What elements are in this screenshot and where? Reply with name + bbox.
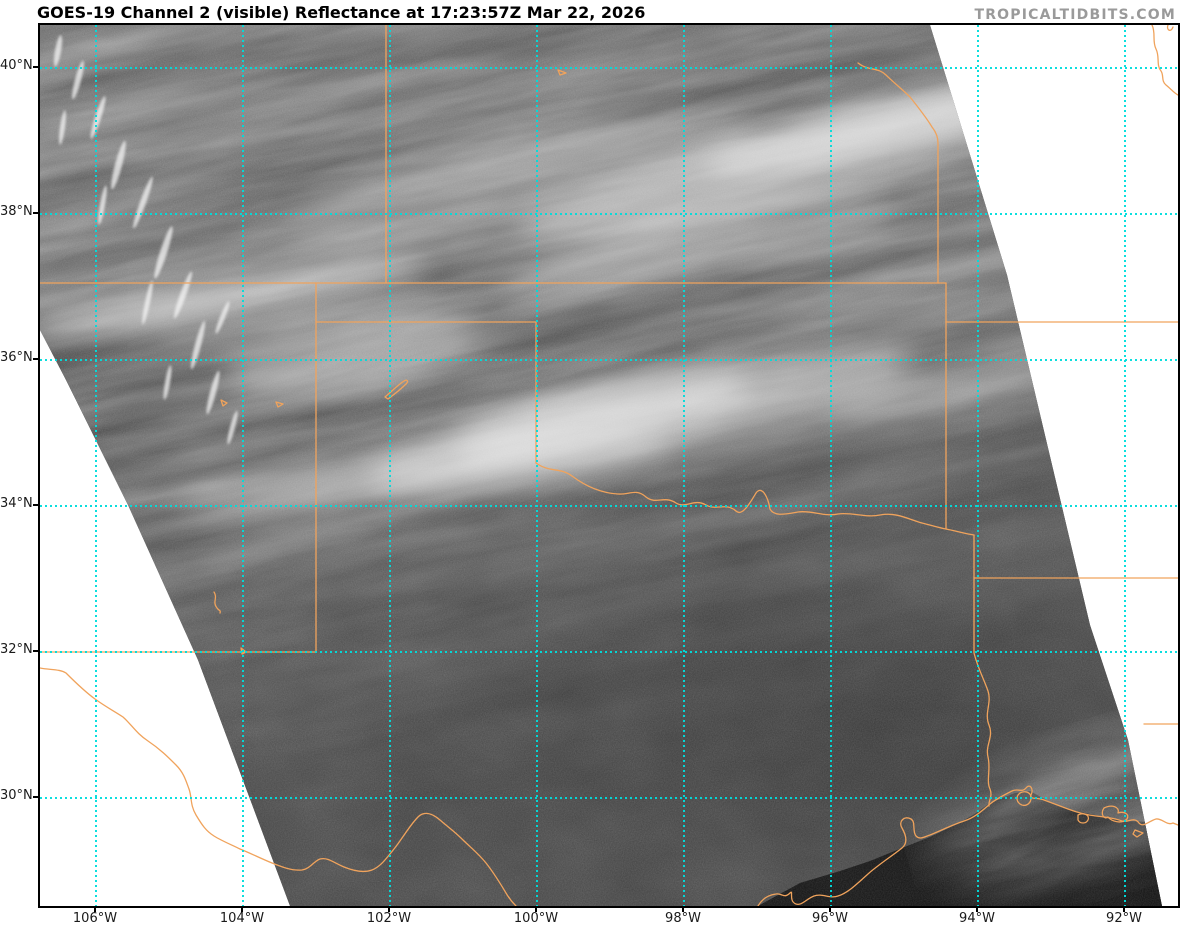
x-tick [94, 907, 96, 912]
x-tick [535, 907, 537, 912]
gridline-100w [536, 25, 538, 906]
y-tick [33, 358, 39, 360]
gridline-30n [40, 797, 1178, 799]
gridline-94w [977, 25, 979, 906]
y-tick [33, 650, 39, 652]
border-missouri-river [857, 62, 939, 284]
border-mississippi-river [1151, 25, 1178, 96]
x-tick [976, 907, 978, 912]
vermilion-bay [1101, 805, 1129, 823]
lake-ute [275, 401, 284, 408]
x-tick-label: 100°W [513, 911, 559, 926]
y-tick [33, 504, 39, 506]
lake-conchas [220, 399, 228, 407]
gridline-104w [242, 25, 244, 906]
x-tick [829, 907, 831, 912]
page-title: GOES-19 Channel 2 (visible) Reflectance … [37, 3, 646, 22]
x-tick-label: 96°W [812, 911, 848, 926]
y-tick [33, 796, 39, 798]
x-tick-label: 94°W [959, 911, 995, 926]
x-tick-label: 104°W [219, 911, 265, 926]
x-tick-label: 92°W [1106, 911, 1142, 926]
lake-salvador [1132, 829, 1144, 838]
gridline-92w [1124, 25, 1126, 906]
gridline-96w [830, 25, 832, 906]
pecos-river [213, 591, 221, 614]
x-tick [682, 907, 684, 912]
gridline-36n [40, 359, 1178, 361]
border-gulf-coast [757, 785, 1178, 906]
lake-meredith [384, 379, 409, 400]
gridline-106w [95, 25, 97, 906]
gridline-34n [40, 505, 1178, 507]
y-tick-label: 34°N [0, 496, 33, 511]
watermark: TROPICALTIDBITS.COM [974, 7, 1176, 23]
lake-grand [1077, 813, 1090, 824]
border-mississippi-river [1166, 25, 1174, 31]
border-rio-grande [40, 667, 517, 906]
y-tick-label: 38°N [0, 204, 33, 219]
y-tick-label: 30°N [0, 788, 33, 803]
lake-kansas [557, 69, 567, 76]
gridline-38n [40, 213, 1178, 215]
y-tick [33, 212, 39, 214]
gridline-32n [40, 651, 1178, 653]
x-tick-label: 106°W [72, 911, 118, 926]
gridline-98w [683, 25, 685, 906]
border-tx-la-sabine [973, 534, 992, 807]
x-tick [1123, 907, 1125, 912]
gridline-102w [389, 25, 391, 906]
border-red-river [535, 462, 975, 536]
x-tick-label: 102°W [366, 911, 412, 926]
x-tick-label: 98°W [665, 911, 701, 926]
map-plot-area [38, 23, 1180, 908]
y-tick-label: 40°N [0, 58, 33, 73]
coastal-glint-streaks [883, 660, 1162, 906]
state-borders-overlay [40, 25, 1178, 906]
y-tick [33, 66, 39, 68]
x-tick [241, 907, 243, 912]
y-tick-label: 36°N [0, 350, 33, 365]
gridline-40n [40, 67, 1178, 69]
y-tick-label: 32°N [0, 642, 33, 657]
x-tick [388, 907, 390, 912]
